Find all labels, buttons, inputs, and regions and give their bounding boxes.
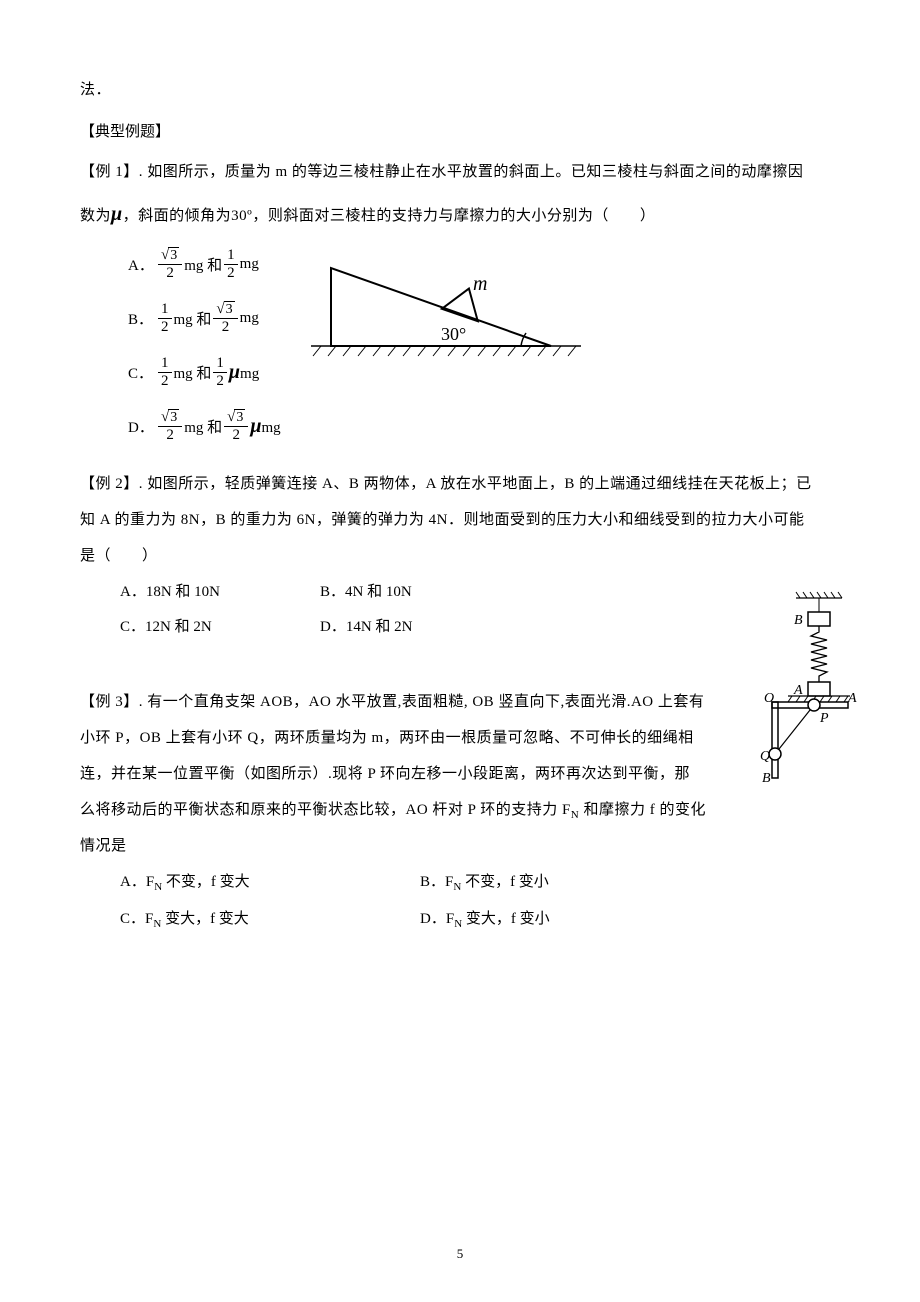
option-d-label: D． xyxy=(128,416,156,437)
example-3-figure: O A P Q B xyxy=(758,686,858,791)
label-b: B xyxy=(762,771,771,786)
fraction-icon: 1 2 xyxy=(158,355,172,389)
example-1-line2-pre: 数为 xyxy=(80,208,111,224)
example-2-line3: 是（ ） xyxy=(80,538,840,574)
example-3-label: 【例 3】. xyxy=(80,694,143,710)
option-b: B．FN 不变，f 变小 xyxy=(420,870,720,893)
example-3: 【例 3】. 有一个直角支架 AOB，AO 水平放置,表面粗糙, OB 竖直向下… xyxy=(80,684,840,930)
fraction-icon: 1 2 xyxy=(224,247,238,281)
fraction-icon: √3 2 xyxy=(224,409,248,443)
example-1-options: A． √3 2 mg 和 1 2 mg B． 1 xyxy=(128,242,281,458)
fraction-icon: √3 2 xyxy=(158,247,182,281)
option-d: D． √3 2 mg 和 √3 2 μmg xyxy=(128,404,281,448)
option-d: D．FN 变大，f 变小 xyxy=(420,907,720,930)
fraction-icon: 1 2 xyxy=(213,355,227,389)
option-d: D．14N 和 2N xyxy=(320,615,520,636)
example-1-line2-mid: ，斜面的倾角为 xyxy=(123,208,232,224)
option-b: B．4N 和 10N xyxy=(320,580,520,601)
mu-symbol: μmg xyxy=(229,361,259,384)
example-2-line2: 知 A 的重力为 8N，B 的重力为 6N，弹簧的弹力为 4N．则地面受到的压力… xyxy=(80,502,840,538)
option-c: C．12N 和 2N xyxy=(120,615,320,636)
example-2-line1: 【例 2】. 如图所示，轻质弹簧连接 A、B 两物体，A 放在水平地面上，B 的… xyxy=(80,466,840,502)
example-1-figure: 30° m xyxy=(291,258,591,373)
option-b-tail: mg xyxy=(240,310,259,327)
option-c-label: C． xyxy=(128,362,156,383)
label-q: Q xyxy=(760,749,770,764)
option-a: A．FN 不变，f 变大 xyxy=(120,870,420,893)
label-a: A xyxy=(847,691,857,706)
option-b-mid: mg 和 xyxy=(174,308,212,329)
fraction-icon: √3 2 xyxy=(158,409,182,443)
option-c: C． 1 2 mg 和 1 2 μmg xyxy=(128,350,281,394)
example-2-options: A．18N 和 10N B．4N 和 10N C．12N 和 2N D．14N … xyxy=(120,580,840,636)
example-1-body: A． √3 2 mg 和 1 2 mg B． 1 xyxy=(80,238,840,458)
option-d-mid: mg 和 xyxy=(184,416,222,437)
option-a-label: A． xyxy=(128,254,156,275)
example-3-text: 【例 3】. 有一个直角支架 AOB，AO 水平放置,表面粗糙, OB 竖直向下… xyxy=(80,684,750,864)
label-o: O xyxy=(764,691,774,706)
example-1-label: 【例 1】. xyxy=(80,164,143,180)
option-a: A．18N 和 10N xyxy=(120,580,320,601)
continuation-line: 法． xyxy=(80,72,840,108)
example-1-line1: 如图所示，质量为 m 的等边三棱柱静止在水平放置的斜面上。已知三棱柱与斜面之间的… xyxy=(143,164,803,180)
label-p: P xyxy=(819,711,829,726)
section-title: 【典型例题】 xyxy=(80,114,840,150)
page-number: 5 xyxy=(0,1246,920,1262)
option-c: C．FN 变大，f 变大 xyxy=(120,907,420,930)
example-2: 【例 2】. 如图所示，轻质弹簧连接 A、B 两物体，A 放在水平地面上，B 的… xyxy=(80,466,840,636)
example-2-label: 【例 2】. xyxy=(80,476,143,492)
example-1-line2: 数为μ，斜面的倾角为30º，则斜面对三棱柱的支持力与摩擦力的大小分别为（ ） xyxy=(80,190,840,238)
option-b: B． 1 2 mg 和 √3 2 mg xyxy=(128,296,281,340)
option-b-label: B． xyxy=(128,308,156,329)
bracket-diagram-icon: O A P Q B xyxy=(758,686,858,786)
option-a-mid: mg 和 xyxy=(184,254,222,275)
example-3-options: A．FN 不变，f 变大 B．FN 不变，f 变小 C．FN 变大，f 变大 D… xyxy=(120,870,840,930)
document-page: 法． 【典型例题】 【例 1】. 如图所示，质量为 m 的等边三棱柱静止在水平放… xyxy=(0,0,920,1302)
mu-symbol: μmg xyxy=(250,415,280,438)
example-1-text: 【例 1】. 如图所示，质量为 m 的等边三棱柱静止在水平放置的斜面上。已知三棱… xyxy=(80,154,840,190)
option-a: A． √3 2 mg 和 1 2 mg xyxy=(128,242,281,286)
incline-diagram-icon: 30° m xyxy=(291,258,591,368)
angle-text: 30º xyxy=(231,208,252,224)
option-a-tail: mg xyxy=(240,256,259,273)
fraction-icon: 1 2 xyxy=(158,301,172,335)
mu-symbol: μ xyxy=(111,203,123,225)
label-b: B xyxy=(794,613,803,628)
fraction-icon: √3 2 xyxy=(213,301,237,335)
angle-label: 30° xyxy=(441,324,466,344)
example-1-line2-post: ，则斜面对三棱柱的支持力与摩擦力的大小分别为（ ） xyxy=(252,208,655,224)
example-1: 【例 1】. 如图所示，质量为 m 的等边三棱柱静止在水平放置的斜面上。已知三棱… xyxy=(80,154,840,458)
option-c-mid: mg 和 xyxy=(174,362,212,383)
mass-label: m xyxy=(473,273,487,295)
